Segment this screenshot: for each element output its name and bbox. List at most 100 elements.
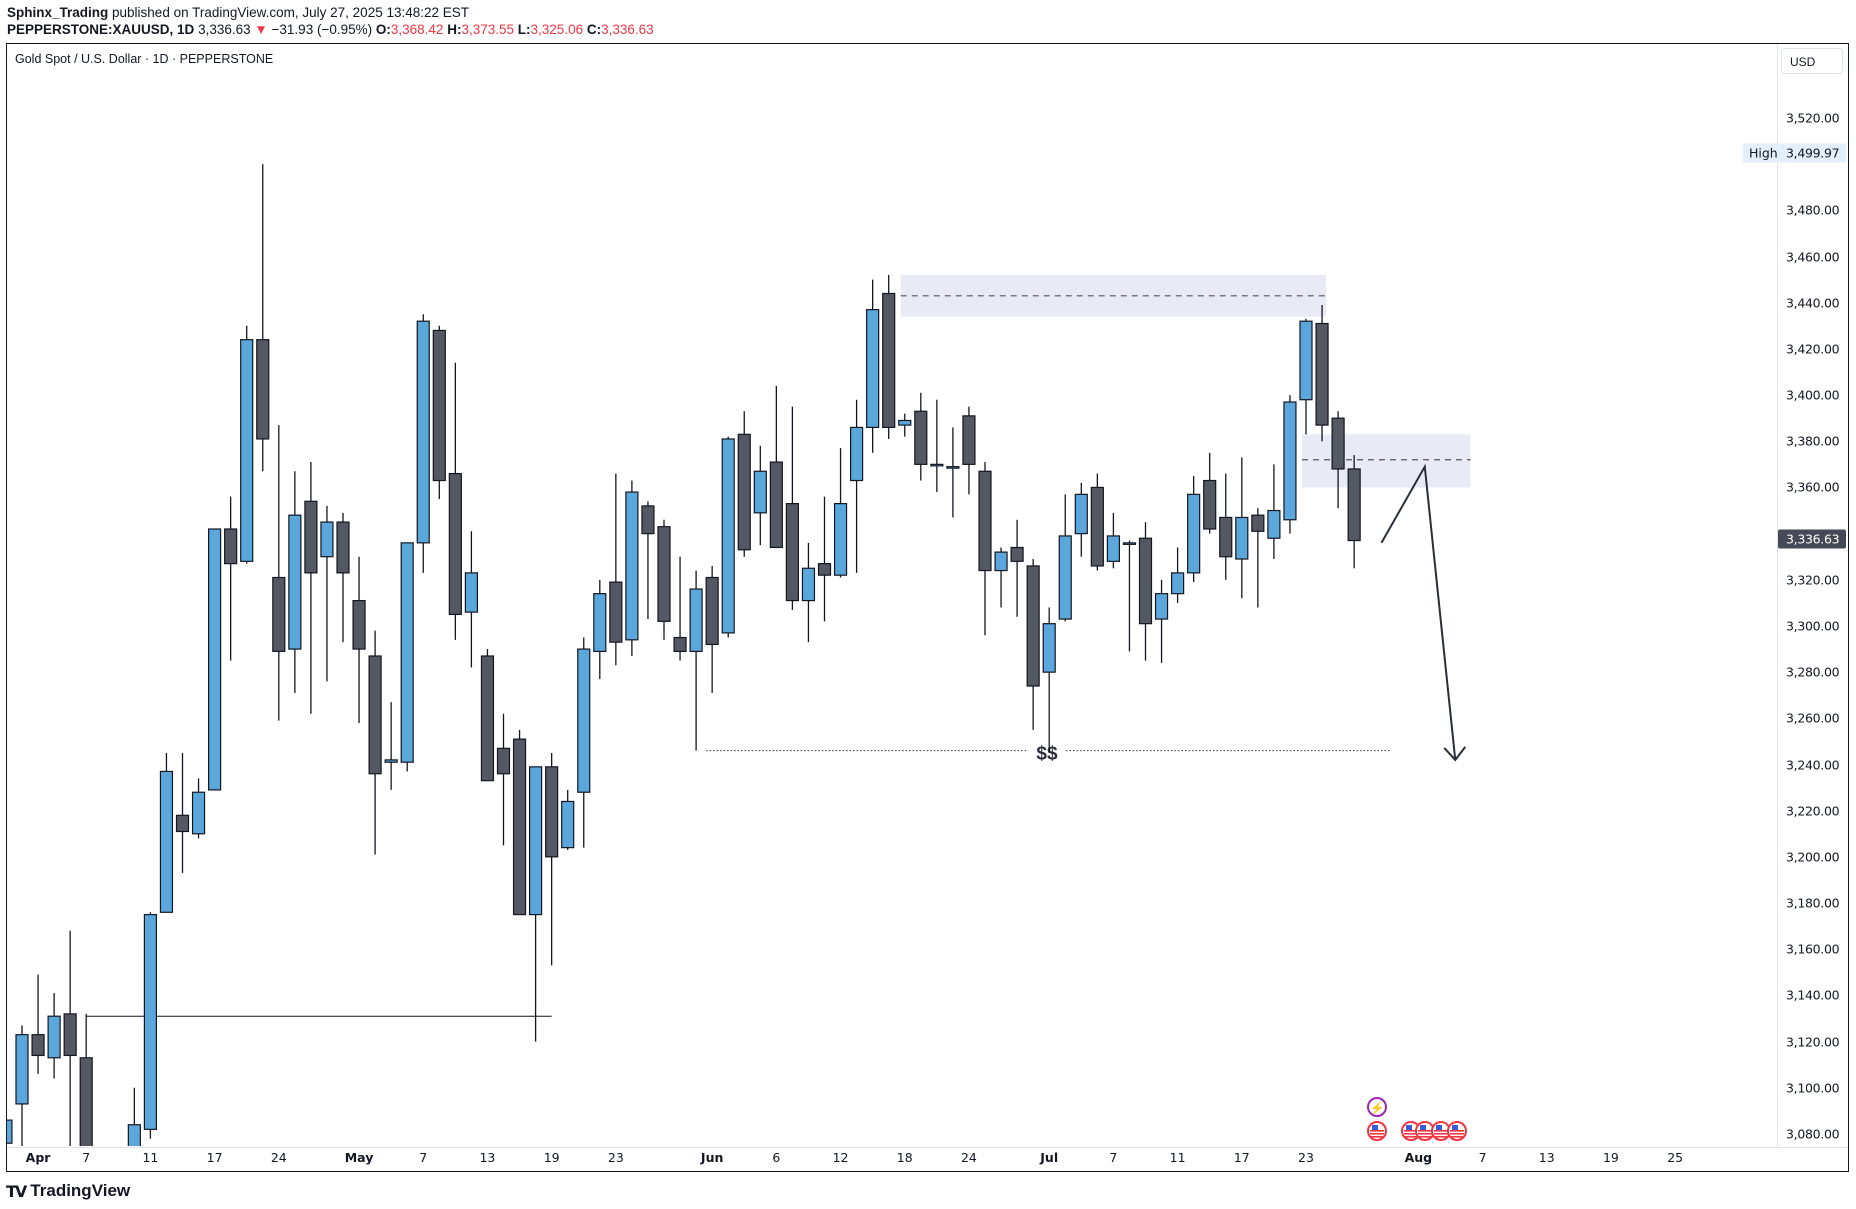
time-tick-label: 13	[479, 1150, 496, 1165]
bearish-candle	[256, 339, 270, 440]
bullish-candle	[946, 466, 960, 469]
bearish-candle	[882, 292, 896, 429]
price-tick-label: 3,220.00	[1786, 803, 1840, 819]
price-tick-label: 3,280.00	[1786, 664, 1840, 680]
open-label: O:	[375, 22, 391, 37]
bullish-candle	[47, 1015, 61, 1059]
low-label: L:	[517, 22, 531, 37]
bearish-candle	[1219, 516, 1233, 558]
bullish-candle	[593, 593, 607, 652]
price-tick-label: 3,180.00	[1786, 895, 1840, 911]
time-tick-label: Aug	[1404, 1150, 1433, 1165]
time-tick-label: 24	[960, 1150, 977, 1165]
entry-zone	[1302, 434, 1471, 488]
price-tick-label: 3,200.00	[1786, 849, 1840, 865]
bullish-candle	[577, 648, 591, 793]
bearish-candle	[1331, 417, 1345, 470]
bearish-candle	[352, 599, 366, 650]
author-name[interactable]: Sphinx_Trading	[7, 5, 109, 20]
low-value: 3,325.06	[530, 22, 584, 37]
bearish-candle	[448, 472, 462, 616]
time-tick-label: 7	[1109, 1150, 1118, 1165]
time-tick-label: 18	[896, 1150, 913, 1165]
price-tick-label: 3,520.00	[1786, 110, 1840, 126]
change-value: −31.93 (−0.95%)	[271, 22, 373, 37]
bullish-candle	[15, 1034, 29, 1105]
bullish-candle	[801, 567, 816, 602]
bearish-candle	[641, 505, 655, 535]
price-tick-label: 3,420.00	[1786, 341, 1840, 357]
bullish-candle	[1154, 593, 1169, 620]
tradingview-mark-icon: TV	[6, 1181, 27, 1201]
bullish-candle	[1283, 401, 1297, 521]
bullish-candle	[994, 551, 1008, 572]
bearish-candle	[336, 521, 350, 574]
time-tick-label: 7	[82, 1150, 91, 1165]
time-tick-label: 11	[142, 1150, 159, 1165]
time-tick-label: 17	[1233, 1150, 1250, 1165]
bullish-candle	[143, 914, 157, 1130]
high-marker-value: 3,499.97	[1778, 143, 1846, 163]
bullish-candle	[1235, 516, 1249, 560]
time-tick-label: 23	[1298, 1150, 1314, 1165]
last-value: 3,336.63	[198, 22, 251, 37]
tradingview-logo[interactable]: TV TradingView	[6, 1181, 130, 1201]
bullish-candle	[191, 791, 206, 835]
time-tick-label: 7	[1478, 1150, 1487, 1165]
chart-frame	[6, 43, 1849, 1172]
price-tick-label: 3,320.00	[1786, 572, 1840, 588]
bearish-candle	[1026, 565, 1040, 687]
time-tick-label: 12	[832, 1150, 849, 1165]
bearish-candle	[1315, 322, 1329, 426]
price-tick-label: 3,380.00	[1786, 433, 1840, 449]
close-value: 3,336.63	[601, 22, 654, 37]
time-tick-label: 23	[607, 1150, 624, 1165]
lightning-event-icon[interactable]	[1367, 1097, 1387, 1117]
bullish-candle	[7, 1119, 13, 1144]
time-tick-label: 7	[419, 1150, 428, 1165]
bearish-candle	[175, 814, 190, 833]
price-tick-label: 3,300.00	[1786, 618, 1840, 634]
bearish-candle	[304, 500, 318, 574]
bullish-candle	[753, 470, 767, 514]
bullish-candle	[127, 1124, 141, 1146]
bullish-candle	[159, 770, 174, 913]
bearish-candle	[272, 576, 286, 652]
bearish-candle	[1090, 486, 1104, 567]
price-tick-label: 3,360.00	[1786, 479, 1840, 495]
bullish-candle	[464, 572, 478, 613]
ohlc-line: PEPPERSTONE:XAUUSD, 1D 3,336.63 ▼ −31.93…	[7, 21, 654, 38]
open-value: 3,368.42	[390, 22, 444, 37]
price-tick-label: 3,140.00	[1786, 987, 1840, 1003]
bearish-candle	[432, 329, 446, 482]
plot-area: $$	[7, 164, 1471, 1146]
time-tick-label: Jul	[1040, 1150, 1059, 1165]
bearish-candle	[1010, 546, 1024, 562]
projection-path	[1380, 463, 1457, 761]
symbol-label: PEPPERSTONE:XAUUSD, 1D	[7, 22, 195, 37]
currency-button[interactable]: USD	[1781, 48, 1843, 74]
bullish-candle	[240, 339, 254, 562]
bearish-candle	[962, 415, 976, 465]
time-tick-label: 25	[1667, 1150, 1684, 1165]
last-price-badge: 3,336.63	[1778, 529, 1846, 549]
bullish-candle	[849, 426, 864, 482]
chart-title: Gold Spot / U.S. Dollar · 1D · PEPPERSTO…	[15, 52, 274, 66]
bearish-candle	[1138, 537, 1153, 625]
price-tick-label: 3,080.00	[1786, 1126, 1840, 1142]
liquidity-label: $$	[1036, 744, 1058, 765]
bearish-candle	[609, 581, 623, 643]
price-tick-label: 3,460.00	[1786, 249, 1840, 265]
bullish-candle	[866, 309, 880, 429]
published-text: published on TradingView.com, July 27, 2…	[112, 5, 470, 20]
high-marker-label: High	[1743, 143, 1784, 163]
price-tick-label: 3,440.00	[1786, 295, 1840, 311]
bullish-candle	[208, 528, 222, 791]
bullish-candle	[898, 419, 912, 426]
publication-line: Sphinx_Trading published on TradingView.…	[7, 4, 654, 21]
time-tick-label: 19	[1602, 1150, 1619, 1165]
bearish-candle	[673, 636, 687, 652]
bullish-candle	[561, 800, 575, 849]
bearish-candle	[1347, 468, 1361, 542]
